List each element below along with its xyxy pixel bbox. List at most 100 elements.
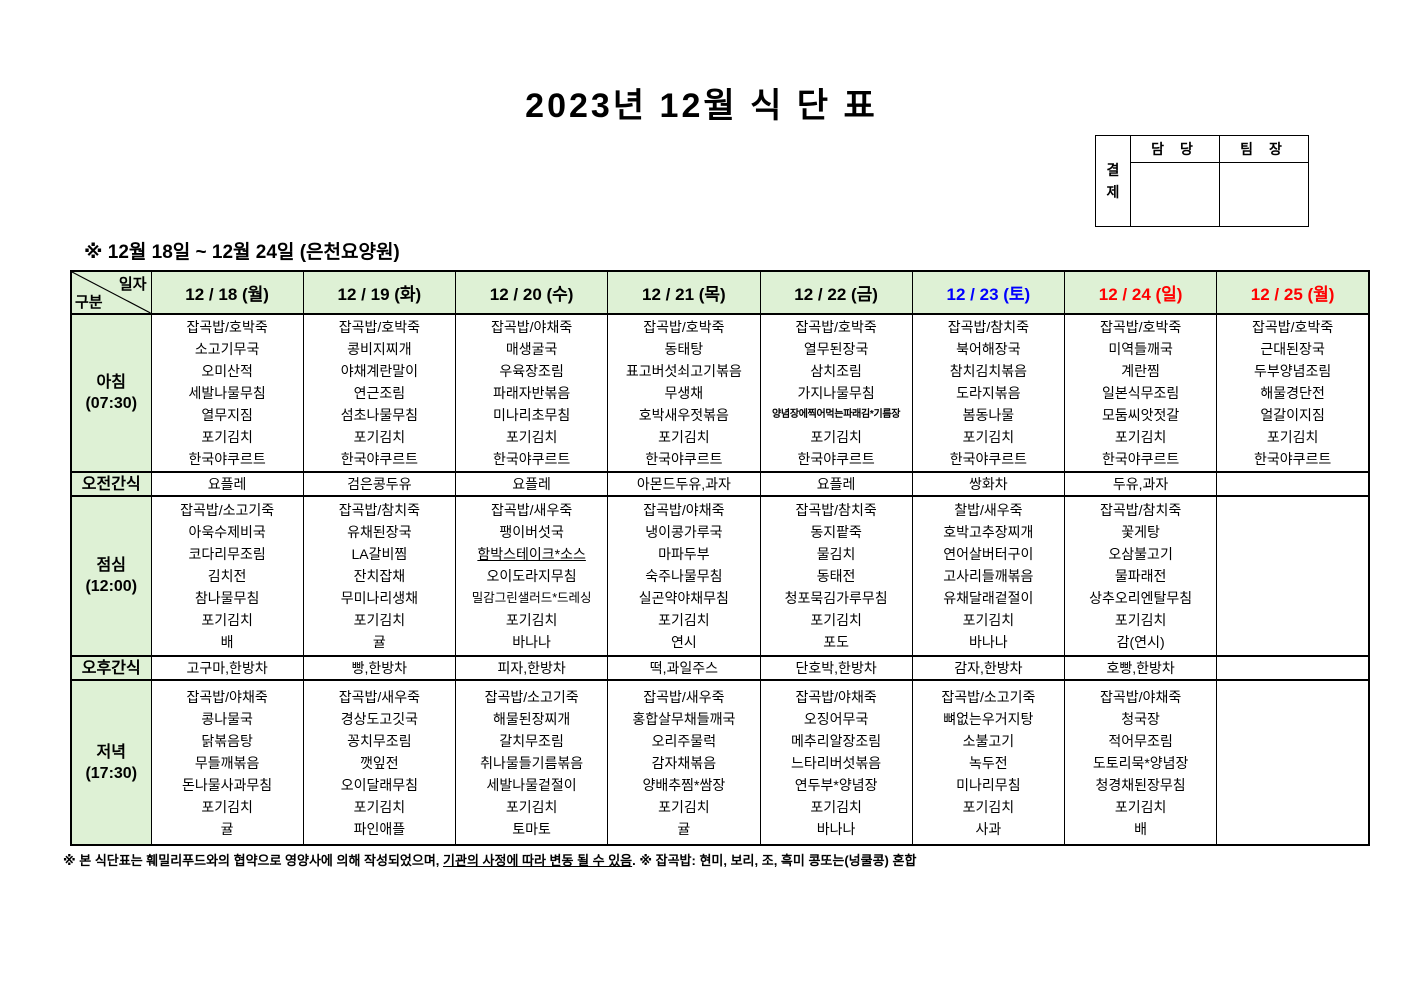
- menu-cell-pm-snack-day7: 호빵,한방차: [1063, 655, 1218, 681]
- menu-cell-lunch-day5: 잡곡밥/참치죽 동지팥죽 물김치 동태전 청포묵김가루무침 포기김치 포도: [759, 495, 913, 657]
- menu-item: 마파두부: [658, 546, 710, 562]
- day-header-1: 12 / 18 (월): [150, 270, 304, 315]
- menu-item: 포기김치: [658, 798, 710, 815]
- menu-item: 미역들깨국: [1108, 341, 1173, 357]
- page-title: 2023년 12월 식 단 표: [525, 87, 878, 125]
- menu-item: 감자,한방차: [954, 660, 1023, 676]
- menu-item: 한국야쿠르트: [645, 451, 723, 467]
- menu-item: 근대된장국: [1260, 341, 1325, 357]
- menu-item: 청국장: [1121, 710, 1160, 727]
- menu-cell-lunch-day2: 잡곡밥/참치죽 유채된장국 LA갈비찜 잔치잡채 무미나리생채 포기김치 귤: [302, 495, 457, 657]
- menu-item: 실곤약야채무침: [638, 590, 729, 606]
- menu-cell-dinner-day2: 잡곡밥/새우죽 경상도고깃국 꽁치무조림 깻잎전 오이달래무침 포기김치 파인애플: [302, 679, 457, 846]
- menu-cell-breakfast-day8: 잡곡밥/호박죽 근대된장국 두부양념조림 해물경단전 얼갈이지짐 포기김치 한국야쿠르트: [1216, 313, 1370, 473]
- menu-item: 적어무조림: [1108, 732, 1173, 749]
- menu-cell-am-snack-day1: 요플레: [150, 471, 304, 497]
- menu-item: 세발나물무침: [188, 385, 266, 401]
- day-header-3: 12 / 20 (수): [454, 270, 609, 315]
- menu-table-wrap: 일자 구분 12 / 18 (월) 12 / 19 (화) 12 / 20 (수) 12 …: [70, 270, 1370, 846]
- menu-item: 삼치조림: [810, 363, 862, 379]
- menu-item: 청경채된장무침: [1095, 776, 1186, 793]
- approval-sign-cell-manager: [1130, 162, 1220, 227]
- menu-item: 귤: [372, 634, 386, 650]
- menu-item: 열무지짐: [201, 407, 253, 423]
- menu-cell-dinner-day3: 잡곡밥/소고기죽 해물된장찌개 갈치무조림 취나물들기름볶음 세발나물겉절이 포기김치 토마…: [454, 679, 609, 846]
- menu-item: 호박새우젓볶음: [638, 407, 729, 423]
- menu-item: 피자,한방차: [497, 660, 566, 676]
- menu-item: 미나리초무침: [492, 407, 571, 423]
- menu-cell-am-snack-day2: 검은콩두유: [302, 471, 457, 497]
- menu-item: 호박고추장찌개: [943, 524, 1034, 540]
- approval-col-teamlead: 팀 장: [1219, 135, 1309, 163]
- menu-item: 함박스테이크*소스: [477, 546, 586, 562]
- menu-item: 포기김치: [201, 429, 253, 445]
- menu-item: 잡곡밥/새우죽: [338, 688, 420, 705]
- menu-item: 포기김치: [1266, 429, 1319, 445]
- menu-cell-breakfast-day6: 잡곡밥/참치죽 북어해장국 참치김치볶음 도라지볶음 봄동나물 포기김치 한국야쿠르트: [911, 313, 1066, 473]
- menu-item: 유채달래겉절이: [943, 590, 1034, 606]
- menu-item: 바나나: [512, 634, 551, 650]
- menu-item: 잡곡밥/야채죽: [1100, 688, 1182, 705]
- menu-item: 코다리무조림: [188, 546, 266, 562]
- menu-cell-breakfast-day1: 잡곡밥/호박죽 소고기무국 오미산적 세발나물무침 열무지짐 포기김치 한국야쿠르트: [150, 313, 304, 473]
- menu-item: 표고버섯쇠고기볶음: [625, 363, 742, 379]
- menu-item: 뼈없는우거지탕: [943, 710, 1034, 727]
- menu-item: 북어해장국: [956, 341, 1021, 357]
- menu-item: 귤: [220, 820, 234, 837]
- menu-item: 잡곡밥/소고기죽: [180, 502, 275, 518]
- menu-item: 요플레: [207, 476, 247, 492]
- menu-cell-am-snack-day7: 두유,과자: [1063, 471, 1218, 497]
- menu-cell-lunch-day7: 잡곡밥/참치죽 꽃게탕 오삼불고기 물파래전 상추오리엔탈무침 포기김치 감(연시): [1063, 495, 1218, 657]
- menu-item: 쌍화차: [969, 476, 1008, 492]
- menu-cell-pm-snack-day2: 빵,한방차: [302, 655, 457, 681]
- menu-item: 포기김치: [353, 798, 406, 815]
- menu-item: 도토리묵*양념장: [1092, 754, 1189, 771]
- row-label-lunch: 점심 (12:00): [70, 495, 152, 657]
- row-label-dinner: 저녁 (17:30): [70, 679, 152, 846]
- menu-item: 봄동나물: [962, 407, 1015, 423]
- menu-item: 잡곡밥/야채죽: [643, 502, 725, 518]
- menu-item: 느타리버섯볶음: [791, 754, 882, 771]
- menu-item: 일본식무조림: [1101, 385, 1180, 401]
- footer-text-underlined: 기관의 사정에 따라 변동 될 수 있음: [443, 853, 633, 868]
- menu-item: 아몬드두유,과자: [636, 476, 731, 492]
- menu-item: 동태전: [816, 568, 856, 584]
- corner-diagonal-line: [72, 273, 150, 312]
- menu-item: 포기김치: [353, 429, 406, 445]
- menu-item: 잡곡밥/호박죽: [643, 319, 725, 335]
- menu-item: 단호박,한방차: [795, 660, 877, 676]
- menu-item: 해물경단전: [1260, 385, 1325, 401]
- menu-item: 콩나물국: [201, 710, 253, 727]
- menu-cell-breakfast-day7: 잡곡밥/호박죽 미역들깨국 계란찜 일본식무조림 모둠씨앗젓갈 포기김치 한국야쿠르트: [1063, 313, 1218, 473]
- menu-item: 한국야쿠르트: [492, 451, 571, 467]
- menu-item: 요플레: [816, 476, 856, 492]
- row-label-breakfast: 아침 (07:30): [70, 313, 152, 473]
- day-header-2: 12 / 19 (화): [302, 270, 457, 315]
- menu-cell-dinner-day4: 잡곡밥/새우죽 홍합살무채들깨국 오리주물럭 감자채볶음 양배추찜*쌈장 포기김치 귤: [607, 679, 761, 846]
- menu-item: 팽이버섯국: [499, 524, 564, 540]
- menu-item: 경상도고깃국: [340, 710, 419, 727]
- menu-item: 배: [1134, 820, 1148, 837]
- menu-cell-lunch-day1: 잡곡밥/소고기죽 아욱수제비국 코다리무조림 김치전 참나물무침 포기김치 배: [150, 495, 304, 657]
- menu-item: 파래자반볶음: [492, 385, 571, 401]
- menu-item: 참치김치볶음: [949, 363, 1028, 379]
- menu-item: 청포묵김가루무침: [784, 590, 888, 606]
- menu-cell-am-snack-day6: 쌍화차: [911, 471, 1066, 497]
- menu-cell-breakfast-day2: 잡곡밥/호박죽 콩비지찌개 야채계란말이 연근조림 섬초나물무침 포기김치 한국야쿠르트: [302, 313, 457, 473]
- menu-item: 김치전: [207, 568, 247, 584]
- menu-cell-pm-snack-day8: [1216, 655, 1370, 681]
- menu-cell-lunch-day6: 찰밥/새우죽 호박고추장찌개 연어살버터구이 고사리들깨볶음 유채달래겉절이 포기김치 바나…: [911, 495, 1066, 657]
- menu-item: 계란찜: [1121, 363, 1160, 379]
- menu-item: 오이달래무침: [340, 776, 419, 793]
- menu-item: 양념장에찍어먹는파래김*기름장: [772, 409, 901, 420]
- menu-item: 연근조림: [353, 385, 406, 401]
- menu-item: LA갈비찜: [351, 546, 408, 562]
- menu-item: 유채된장국: [347, 524, 412, 540]
- menu-item: 연두부*양념장: [794, 776, 878, 793]
- footer-note: ※ 본 식단표는 훼밀리푸드와의 협약으로 영양사에 의해 작성되었으며, 기관…: [63, 850, 916, 869]
- menu-item: 돈나물사과무침: [182, 776, 273, 793]
- day-header-4: 12 / 21 (목): [607, 270, 761, 315]
- menu-item: 포기김치: [810, 612, 862, 628]
